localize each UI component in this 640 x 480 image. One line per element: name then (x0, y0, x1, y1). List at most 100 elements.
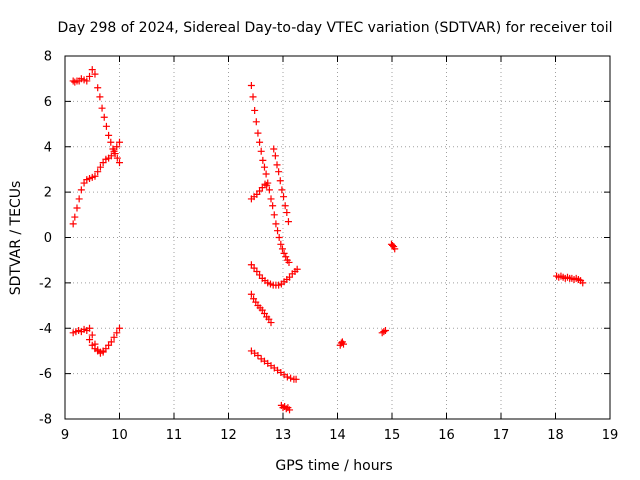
data-point (254, 129, 262, 137)
data-point (281, 202, 289, 210)
data-point (96, 93, 104, 101)
series-arc-2b (270, 145, 292, 226)
data-point (274, 227, 282, 235)
y-tick-label: -2 (39, 276, 52, 291)
data-point (91, 172, 99, 180)
data-point (257, 147, 265, 155)
y-tick-label: -8 (39, 413, 52, 428)
data-point (254, 351, 262, 359)
y-tick-label: 4 (44, 140, 52, 155)
data-point (381, 327, 389, 335)
data-point (273, 161, 281, 169)
data-point (105, 131, 113, 139)
data-point (94, 84, 102, 92)
data-point (292, 375, 300, 383)
x-tick-label: 13 (275, 428, 292, 443)
y-axis-label: SDTVAR / TECUs (8, 181, 24, 296)
series-arc-3 (336, 338, 347, 349)
data-point (391, 245, 399, 253)
data-point (277, 240, 285, 248)
grid-lines (65, 56, 610, 419)
x-tick-label: 18 (547, 428, 564, 443)
data-point (247, 81, 255, 89)
x-tick-label: 11 (166, 428, 183, 443)
data-point (249, 93, 257, 101)
data-point (280, 193, 288, 201)
y-tick-label: 6 (44, 95, 52, 110)
series-arc-5 (387, 240, 399, 253)
x-tick-label: 19 (602, 428, 619, 443)
data-point (272, 220, 280, 228)
data-point (284, 218, 292, 226)
data-point (100, 113, 108, 121)
data-point (270, 211, 278, 219)
data-point (260, 163, 268, 171)
y-tick-label: -4 (39, 322, 52, 337)
data-point (99, 348, 107, 356)
series-arc-2e (247, 290, 275, 327)
data-point (88, 331, 96, 339)
data-point (263, 181, 271, 189)
x-tick-labels: 9 10 11 12 13 14 15 16 17 18 19 (61, 428, 618, 443)
data-point (265, 186, 273, 194)
data-point (285, 258, 293, 266)
data-point (283, 209, 291, 217)
data-point (86, 336, 94, 344)
data-point (71, 213, 79, 221)
y-tick-label: -6 (39, 367, 52, 382)
data-point (270, 145, 278, 153)
data-point (293, 265, 301, 273)
data-point (256, 138, 264, 146)
data-point (269, 202, 277, 210)
series-arc-2d (247, 261, 301, 289)
series-arc-1b (69, 138, 123, 228)
data-point (77, 186, 85, 194)
x-tick-label: 9 (61, 428, 69, 443)
data-point (86, 324, 94, 332)
data-point (116, 138, 123, 146)
x-tick-label: 10 (111, 428, 128, 443)
data-point (261, 180, 269, 188)
x-tick-label: 14 (329, 428, 346, 443)
data-point (107, 338, 115, 346)
data-point (276, 177, 284, 185)
data-point (280, 249, 288, 257)
data-point (259, 156, 267, 164)
data-point (275, 168, 283, 176)
data-point (262, 170, 270, 178)
data-point (110, 147, 118, 155)
data-point (247, 290, 255, 298)
data-point (83, 77, 91, 85)
data-point (75, 195, 83, 203)
data-point (73, 204, 81, 212)
data-point (107, 138, 115, 146)
data-point (252, 118, 260, 126)
series-arc-4 (378, 327, 389, 337)
data-point (282, 405, 290, 413)
series-arc-1a (69, 66, 123, 167)
data-point (275, 234, 283, 241)
data-point (113, 143, 121, 151)
axis-ticks (64, 55, 611, 420)
data-point (579, 279, 587, 287)
data-point (69, 220, 77, 228)
data-point (271, 152, 279, 160)
data-point (113, 329, 121, 337)
data-point (286, 406, 294, 414)
data-point (107, 152, 115, 160)
data-point (94, 168, 102, 176)
series-arc-6 (553, 272, 587, 287)
data-point (282, 253, 290, 261)
data-point (110, 333, 118, 341)
data-point (278, 186, 286, 194)
x-tick-label: 12 (220, 428, 237, 443)
data-point (116, 159, 123, 167)
data-point (251, 106, 259, 114)
series-arc-2g (277, 401, 294, 414)
series-arc-2a (247, 81, 293, 266)
data-point (91, 70, 99, 78)
data-point (278, 245, 286, 253)
data-point (339, 340, 347, 348)
x-axis-label: GPS time / hours (275, 458, 392, 474)
